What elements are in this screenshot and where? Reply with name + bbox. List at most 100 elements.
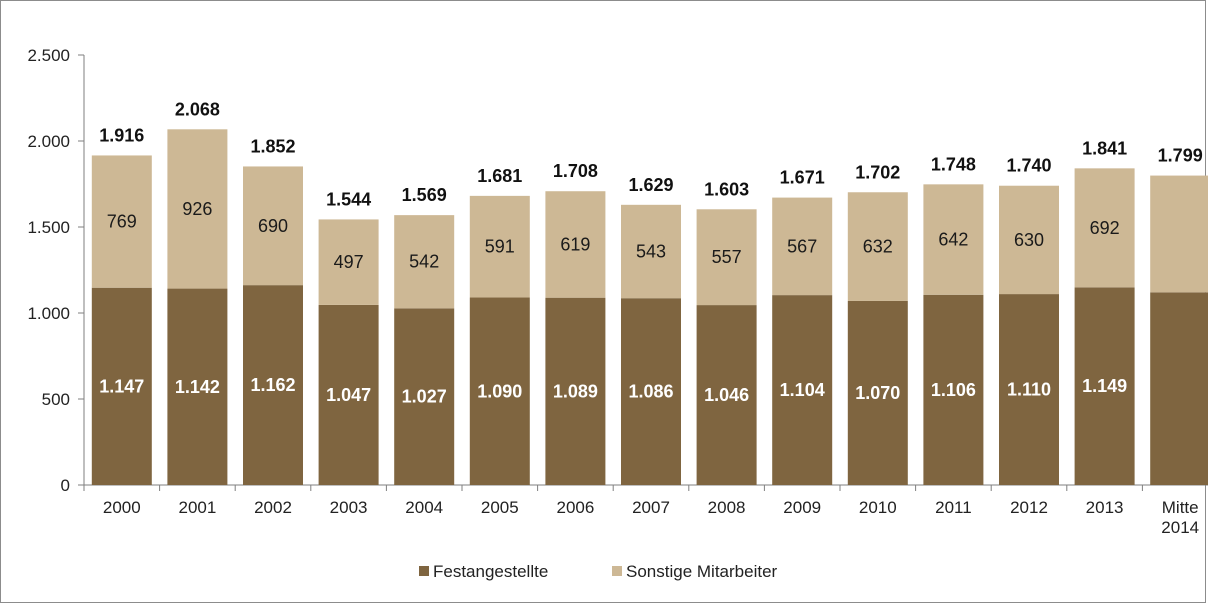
data-label-total: 1.916 <box>99 125 144 145</box>
x-tick-label: Mitte 2014 <box>1161 498 1199 537</box>
x-tick-label: 2002 <box>254 498 292 517</box>
bar-festangestellte <box>243 285 303 485</box>
bar-festangestellte <box>469 297 530 485</box>
bar-sonstige-mitarbeiter <box>847 192 908 301</box>
y-tick-label: 500 <box>42 390 70 409</box>
bar-sonstige-mitarbeiter <box>621 204 681 299</box>
x-tick-label: 2013 <box>1086 498 1124 517</box>
bar-festangestellte <box>923 294 984 485</box>
bar-festangestellte <box>545 297 606 485</box>
bar-sonstige-mitarbeiter <box>318 219 379 305</box>
data-label-festangestellte: 1.046 <box>704 385 749 405</box>
data-label-sonstige: 542 <box>409 252 439 272</box>
data-label-sonstige: 642 <box>938 230 968 250</box>
bar-festangestellte <box>91 287 152 485</box>
y-tick-label: 1.500 <box>27 218 70 237</box>
bar-festangestellte <box>999 294 1059 485</box>
data-label-total: 1.681 <box>477 166 522 186</box>
bar-festangestellte <box>772 295 833 485</box>
data-label-total: 2.068 <box>175 99 220 119</box>
bar-sonstige-mitarbeiter <box>545 191 606 298</box>
data-label-festangestellte: 1.047 <box>326 385 371 405</box>
bar-sonstige-mitarbeiter <box>394 215 455 309</box>
bar-sonstige-mitarbeiter <box>999 185 1059 295</box>
data-label-total: 1.740 <box>1006 156 1051 176</box>
bar-sonstige-mitarbeiter <box>469 195 530 298</box>
data-label-festangestellte: 1.110 <box>1007 380 1051 400</box>
data-label-festangestellte: 1.027 <box>402 387 447 407</box>
y-tick-label: 2.000 <box>27 132 70 151</box>
data-label-total: 1.544 <box>326 189 371 209</box>
data-label-sonstige: 692 <box>1090 218 1120 238</box>
data-label-sonstige: 543 <box>636 242 666 262</box>
x-tick-label: 2008 <box>708 498 746 517</box>
x-tick-label: 2009 <box>783 498 821 517</box>
bar-sonstige-mitarbeiter <box>923 184 984 295</box>
data-label-sonstige: 619 <box>560 234 590 254</box>
data-label-sonstige: 769 <box>107 212 137 232</box>
data-label-total: 1.569 <box>402 185 447 205</box>
data-label-total: 1.841 <box>1082 138 1127 158</box>
bar-festangestellte <box>318 304 379 485</box>
data-label-festangestellte: 1.149 <box>1082 376 1127 396</box>
data-label-festangestellte: 1.162 <box>250 375 295 395</box>
data-label-festangestellte: 1.142 <box>175 377 220 397</box>
data-label-sonstige: 926 <box>182 199 212 219</box>
bar-sonstige-mitarbeiter <box>167 129 228 289</box>
bar-festangestellte <box>167 288 228 485</box>
data-label-total: 1.708 <box>553 161 598 181</box>
x-tick-label: 2006 <box>556 498 594 517</box>
x-tick-label: 2005 <box>481 498 519 517</box>
data-label-total: 1.748 <box>931 154 976 174</box>
data-label-total: 1.799 <box>1158 146 1203 166</box>
bar-sonstige-mitarbeiter <box>1150 175 1208 293</box>
x-tick-label: 2010 <box>859 498 897 517</box>
data-label-festangestellte: 1.070 <box>855 383 900 403</box>
y-tick-label: 0 <box>61 476 70 495</box>
data-label-sonstige: 632 <box>863 237 893 257</box>
legend-label-sonstige: Sonstige Mitarbeiter <box>626 562 778 581</box>
data-label-festangestellte: 1.090 <box>477 381 522 401</box>
data-label-sonstige: 557 <box>712 247 742 267</box>
bar-sonstige-mitarbeiter <box>243 166 303 286</box>
bar-sonstige-mitarbeiter <box>91 155 152 288</box>
x-tick-label: 2012 <box>1010 498 1048 517</box>
data-label-total: 1.852 <box>250 136 295 156</box>
bar-festangestellte <box>696 305 757 485</box>
data-label-festangestellte: 1.147 <box>99 376 144 396</box>
data-label-total: 1.671 <box>780 168 825 188</box>
data-label-sonstige: 497 <box>334 252 364 272</box>
data-label-sonstige: 567 <box>787 236 817 256</box>
data-label-total: 1.603 <box>704 179 749 199</box>
bar-festangestellte <box>847 300 908 485</box>
y-tick-label: 2.500 <box>27 46 70 65</box>
bar-festangestellte <box>621 298 681 485</box>
legend-swatch-sonstige <box>612 566 622 576</box>
bar-festangestellte <box>1074 287 1135 485</box>
x-tick-label: 2000 <box>103 498 141 517</box>
legend-label-festangestellte: Festangestellte <box>433 562 548 581</box>
x-tick-label: 2011 <box>935 498 972 517</box>
data-label-sonstige: 690 <box>258 216 288 236</box>
bar-festangestellte <box>394 308 455 485</box>
data-label-sonstige: 591 <box>485 237 515 257</box>
data-label-festangestellte: 1.086 <box>628 382 673 402</box>
x-tick-label: 2004 <box>405 498 443 517</box>
x-tick-label: 2003 <box>330 498 368 517</box>
data-label-sonstige: 630 <box>1014 230 1044 250</box>
x-tick-label: 2001 <box>178 498 216 517</box>
data-label-total: 1.702 <box>855 162 900 182</box>
legend-swatch-festangestellte <box>419 566 429 576</box>
bar-sonstige-mitarbeiter <box>1074 168 1135 288</box>
data-label-festangestellte: 1.106 <box>931 380 976 400</box>
y-tick-label: 1.000 <box>27 304 70 323</box>
bar-festangestellte <box>1150 292 1208 485</box>
x-tick-label: 2007 <box>632 498 670 517</box>
data-label-total: 1.629 <box>628 175 673 195</box>
data-label-festangestellte: 1.104 <box>780 380 825 400</box>
data-label-festangestellte: 1.089 <box>553 381 598 401</box>
bar-sonstige-mitarbeiter <box>696 209 757 306</box>
bar-sonstige-mitarbeiter <box>772 197 833 296</box>
